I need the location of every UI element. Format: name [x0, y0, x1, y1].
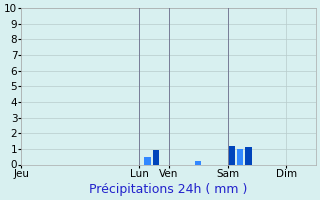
Bar	[237, 149, 243, 164]
Bar	[144, 157, 151, 164]
Bar	[153, 150, 159, 164]
Bar	[228, 146, 235, 164]
X-axis label: Précipitations 24h ( mm ): Précipitations 24h ( mm )	[90, 183, 248, 196]
Bar	[195, 161, 201, 164]
Bar	[245, 147, 252, 164]
